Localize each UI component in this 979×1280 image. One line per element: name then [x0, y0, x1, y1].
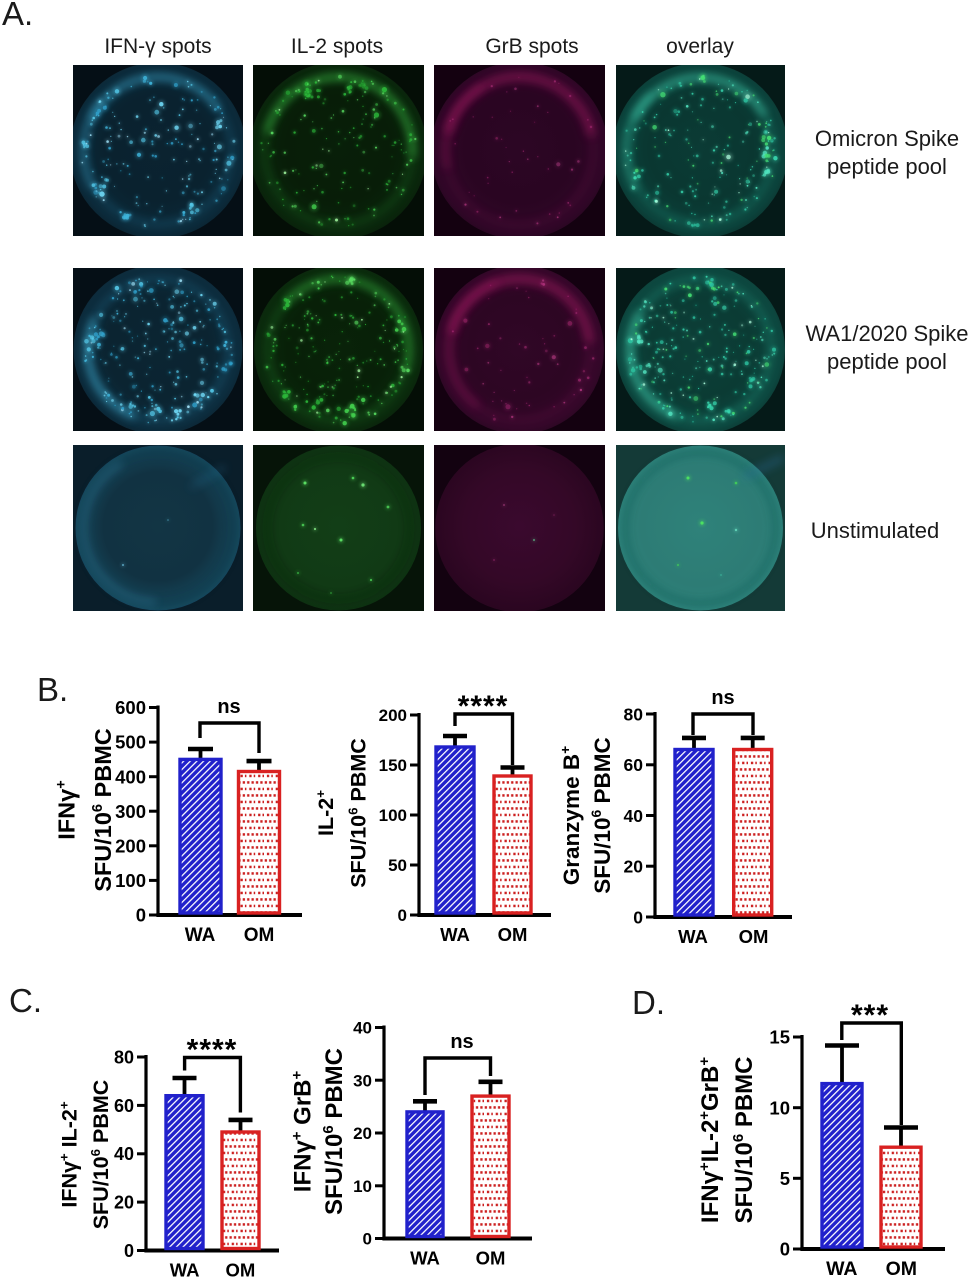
svg-text:20: 20 — [353, 1124, 372, 1143]
svg-text:IFNγ+​ GrB+​: IFNγ+​ GrB+​ — [290, 1070, 317, 1192]
svg-text:SFU/106​ PBMC: SFU/106​ PBMC — [588, 737, 615, 894]
svg-text:0: 0 — [136, 905, 146, 926]
svg-text:IFNγ+​IL-2+​GrB+​: IFNγ+​IL-2+​GrB+​ — [697, 1057, 724, 1223]
svg-text:80: 80 — [114, 1048, 134, 1068]
svg-text:OM: OM — [886, 1258, 917, 1280]
svg-text:SFU/106​ PBMC: SFU/106​ PBMC — [88, 1080, 113, 1230]
svg-text:IFNγ+​: IFNγ+​ — [54, 780, 80, 839]
svg-text:***: *** — [851, 999, 889, 1032]
svg-text:300: 300 — [115, 801, 146, 822]
svg-text:0: 0 — [633, 907, 643, 927]
svg-text:ns: ns — [711, 687, 734, 709]
svg-text:OM: OM — [739, 926, 769, 947]
svg-text:60: 60 — [114, 1096, 134, 1116]
svg-text:IFNγ+​ IL-2+​: IFNγ+​ IL-2+​ — [57, 1101, 82, 1208]
svg-text:OM: OM — [476, 1248, 506, 1269]
svg-text:****: **** — [458, 690, 509, 723]
svg-text:40: 40 — [353, 1019, 372, 1038]
svg-text:ns: ns — [450, 1031, 473, 1053]
svg-text:100: 100 — [115, 870, 146, 891]
svg-text:30: 30 — [353, 1071, 372, 1090]
svg-text:15: 15 — [769, 1027, 790, 1048]
svg-text:200: 200 — [379, 706, 407, 725]
svg-text:10: 10 — [353, 1177, 372, 1196]
svg-text:40: 40 — [114, 1144, 134, 1164]
svg-text:80: 80 — [624, 704, 644, 724]
svg-text:OM: OM — [225, 1260, 255, 1280]
svg-text:SFU/106​ PBMC: SFU/106​ PBMC — [731, 1056, 758, 1223]
svg-text:0: 0 — [124, 1241, 134, 1261]
svg-text:40: 40 — [624, 806, 644, 826]
svg-text:200: 200 — [115, 836, 146, 857]
svg-text:600: 600 — [115, 697, 146, 718]
svg-text:WA: WA — [678, 926, 708, 947]
svg-text:10: 10 — [769, 1097, 790, 1118]
svg-text:20: 20 — [114, 1193, 134, 1213]
svg-text:ns: ns — [217, 696, 240, 718]
svg-text:SFU/106​ PBMC: SFU/106​ PBMC — [321, 1048, 348, 1215]
svg-text:WA: WA — [185, 925, 216, 946]
svg-text:WA: WA — [826, 1258, 857, 1280]
svg-text:0: 0 — [398, 906, 407, 925]
svg-text:5: 5 — [780, 1168, 790, 1189]
svg-text:500: 500 — [115, 732, 146, 753]
svg-text:Granzyme B+​: Granzyme B+​ — [557, 746, 584, 885]
svg-text:0: 0 — [363, 1230, 372, 1249]
svg-text:50: 50 — [388, 856, 407, 875]
svg-text:IL-2+​: IL-2+​ — [313, 790, 338, 836]
svg-text:60: 60 — [624, 755, 644, 775]
svg-text:0: 0 — [780, 1239, 790, 1260]
svg-text:OM: OM — [498, 924, 528, 945]
svg-text:WA: WA — [440, 924, 470, 945]
svg-text:WA: WA — [410, 1248, 440, 1269]
svg-text:SFU/106​ PBMC: SFU/106​ PBMC — [346, 738, 371, 888]
svg-text:WA: WA — [170, 1260, 200, 1280]
svg-text:100: 100 — [379, 806, 407, 825]
svg-text:****: **** — [187, 1034, 238, 1067]
svg-text:400: 400 — [115, 766, 146, 787]
svg-text:150: 150 — [379, 756, 407, 775]
svg-text:OM: OM — [244, 925, 275, 946]
svg-text:20: 20 — [624, 857, 644, 877]
svg-text:SFU/106​ PBMC: SFU/106​ PBMC — [90, 728, 116, 892]
